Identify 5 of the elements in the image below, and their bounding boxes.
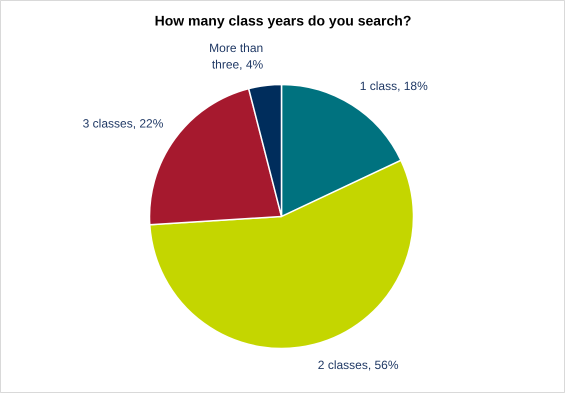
slice-label: 3 classes, 22% <box>82 116 164 131</box>
chart-title: How many class years do you search? <box>154 12 412 28</box>
slice-label: More than three, 4% <box>209 40 264 72</box>
slice-label: 2 classes, 56% <box>318 358 399 372</box>
slice-label: 1 class, 18% <box>360 79 428 94</box>
